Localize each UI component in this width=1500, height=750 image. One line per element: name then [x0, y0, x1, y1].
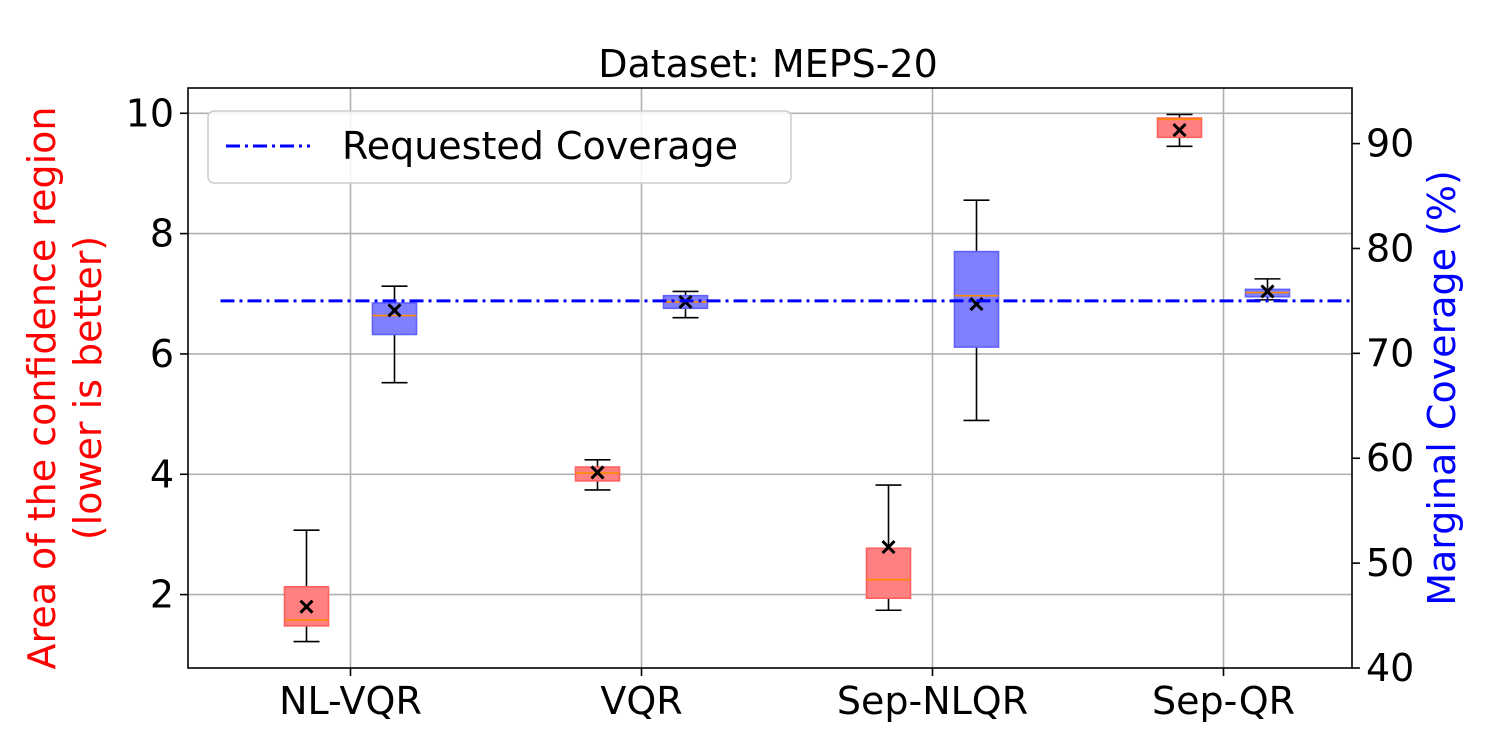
mean-marker-stroke	[881, 540, 896, 555]
legend-box	[207, 110, 792, 184]
x-tick-label: Sep-NLQR	[837, 679, 1028, 723]
coverage-box	[953, 199, 1000, 422]
area-box	[1156, 113, 1203, 148]
x-tick-label: NL-VQR	[279, 679, 422, 723]
right-tick-label: 60	[1366, 436, 1414, 480]
left-tick-label: 10	[126, 91, 174, 135]
right-tick-label: 70	[1366, 331, 1414, 375]
right-tick-label: 40	[1366, 646, 1414, 690]
legend-label: Requested Coverage	[342, 124, 738, 168]
left-tick-label: 4	[150, 452, 174, 496]
coverage-box	[371, 285, 418, 384]
area-box	[283, 529, 330, 643]
right-tick-label: 90	[1366, 122, 1414, 166]
box-iqr	[953, 250, 1000, 348]
legend: Requested Coverage	[207, 110, 792, 184]
right-tick-label: 50	[1366, 541, 1414, 585]
left-axis-label-line2: (lower is better)	[66, 236, 110, 540]
x-axis-ticks: NL-VQR VQR Sep-NLQR Sep-QR	[279, 668, 1295, 723]
box-iqr	[371, 302, 418, 336]
mean-marker-stroke	[299, 599, 314, 614]
left-tick-label: 6	[150, 332, 174, 376]
chart-title: Dataset: MEPS-20	[598, 42, 938, 86]
box-iqr	[1156, 117, 1203, 139]
left-axis-ticks: 2 4 6 8 10	[126, 91, 188, 617]
area-box	[865, 484, 912, 612]
box-iqr	[865, 547, 912, 600]
area-box	[574, 459, 621, 491]
x-tick-label: Sep-QR	[1152, 679, 1295, 723]
left-tick-label: 8	[150, 212, 174, 256]
mean-marker-stroke	[590, 465, 605, 480]
coverage-box	[662, 290, 709, 319]
mean-marker-stroke	[1260, 284, 1275, 299]
right-axis-ticks: 40 50 60 70 80 90	[1352, 122, 1414, 690]
mean-marker-stroke	[1172, 123, 1187, 138]
right-tick-label: 80	[1366, 226, 1414, 270]
mean-marker-stroke	[387, 303, 402, 318]
left-tick-label: 2	[150, 573, 174, 617]
x-tick-label: VQR	[600, 679, 682, 723]
plot-frame	[187, 87, 1353, 669]
coverage-box	[1244, 278, 1291, 301]
box-series	[283, 113, 1291, 643]
left-axis-label-line1: Area of the confidence region	[20, 107, 64, 670]
right-axis-label: Marginal Coverage (%)	[1420, 170, 1464, 606]
